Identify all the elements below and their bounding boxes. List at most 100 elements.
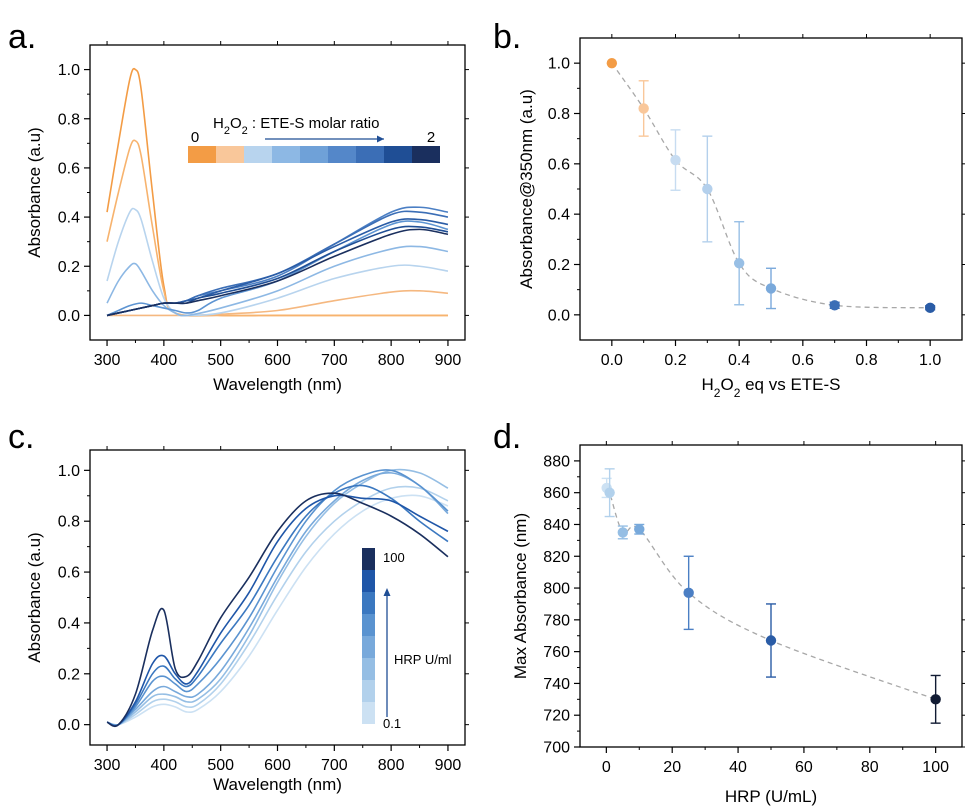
panel-d-xtick-label: 20 bbox=[663, 759, 681, 776]
panel-c-series-line-6 bbox=[106, 484, 449, 727]
panel-a-plot-frame bbox=[89, 44, 466, 341]
panel-a-series-line-6 bbox=[106, 220, 449, 317]
panel-c-series-line-7 bbox=[106, 494, 449, 727]
panel-b-data-point-3 bbox=[670, 154, 681, 166]
panel-a-legend-swatch-1 bbox=[188, 146, 216, 163]
panel-a-legend-title-part: H bbox=[213, 115, 224, 132]
panel-a-legend-title-part: : ETE-S molar ratio bbox=[248, 115, 380, 132]
panel-d-xtick-label: 40 bbox=[729, 759, 747, 776]
panel-b-ytick-label: 0.8 bbox=[548, 106, 570, 123]
panel-c-letter: c. bbox=[8, 418, 34, 456]
panel-c-y-axis-title: Absorbance (a.u) bbox=[25, 532, 44, 662]
panel-d-chart: 0 20 40 60 80 100 700 720 740 760 780 800 820 840 860 8… bbox=[511, 441, 965, 806]
panel-c-series-line-1 bbox=[106, 494, 449, 726]
panel-a-series-line-2 bbox=[106, 139, 448, 317]
panel-a-series-line-5 bbox=[106, 245, 449, 317]
panel-b-xtick-label: 0.4 bbox=[728, 352, 750, 369]
panel-c-xtick-label: 500 bbox=[207, 757, 234, 774]
panel-a-legend-max-label: 2 bbox=[427, 129, 435, 146]
panel-c-legend-swatch-4 bbox=[362, 614, 375, 636]
panel-a-legend-swatch-8 bbox=[384, 146, 412, 163]
panel-a-y-axis-title: Absorbance (a.u) bbox=[25, 127, 44, 257]
panel-a-legend-swatch-4 bbox=[272, 146, 300, 163]
panel-b-xtick-label: 0.8 bbox=[855, 352, 877, 369]
panel-b-ytick-label: 0.0 bbox=[548, 307, 570, 324]
panel-d-data-point-3 bbox=[617, 527, 629, 538]
panel-d-ytick-label: 820 bbox=[543, 549, 570, 566]
panel-c-ytick-label: 0.6 bbox=[58, 565, 80, 582]
panel-d-xtick-label: 0 bbox=[602, 759, 611, 776]
panel-a-ytick-label: 0.0 bbox=[58, 308, 80, 325]
panel-d-data-point-4 bbox=[634, 524, 645, 535]
panel-b-data-point-2 bbox=[638, 103, 649, 114]
panel-a-xtick-label: 700 bbox=[321, 352, 348, 369]
panel-b-xtick-label: 1.0 bbox=[919, 352, 941, 369]
panel-a-xtick-label: 600 bbox=[264, 352, 291, 369]
panel-a-x-axis-title: Wavelength (nm) bbox=[213, 375, 342, 394]
panel-b-data-point-8 bbox=[924, 302, 936, 313]
panel-c-legend-swatch-5 bbox=[362, 636, 375, 658]
panel-d-ytick-label: 880 bbox=[543, 453, 570, 470]
panel-c-xtick-label: 300 bbox=[94, 757, 121, 774]
panel-c-legend-max-label: 100 bbox=[383, 550, 405, 565]
panel-a-ytick-label: 0.6 bbox=[58, 160, 80, 177]
panel-c-ytick-label: 0.2 bbox=[58, 666, 80, 683]
panel-b-ytick-label: 0.2 bbox=[548, 257, 570, 274]
panel-c-legend-swatch-1 bbox=[362, 548, 375, 570]
panel-d-y-axis-title: Max Absorbance (nm) bbox=[511, 513, 530, 679]
panel-b-xtick-label: 0.2 bbox=[664, 352, 686, 369]
panel-c-legend-swatch-7 bbox=[362, 680, 375, 702]
panel-d-ytick-label: 700 bbox=[543, 740, 570, 757]
panel-a-legend-swatch-9 bbox=[412, 146, 440, 163]
panel-a-legend-swatch-7 bbox=[356, 146, 384, 163]
panel-a-legend-title: H2O2 : ETE-S molar ratio bbox=[213, 115, 379, 137]
panel-c-series-line-8 bbox=[106, 492, 449, 728]
panel-c-ytick-label: 0.8 bbox=[58, 514, 80, 531]
panel-b-ytick-label: 1.0 bbox=[548, 56, 570, 73]
panel-c-series-line-4 bbox=[106, 471, 449, 727]
panel-c-legend-min-label: 0.1 bbox=[383, 716, 401, 731]
panel-a-legend-min-label: 0 bbox=[191, 129, 199, 146]
panel-a-ytick-label: 0.2 bbox=[58, 259, 80, 276]
panel-d-ytick-label: 780 bbox=[543, 612, 570, 629]
panel-b-data-point-5 bbox=[733, 258, 745, 269]
panel-c-series-line-3 bbox=[106, 468, 449, 726]
panel-d-xtick-label: 80 bbox=[861, 759, 879, 776]
panel-d-data-point-6 bbox=[765, 635, 777, 646]
panel-a-legend-swatch-3 bbox=[244, 146, 272, 163]
panel-d-ytick-label: 840 bbox=[543, 517, 570, 534]
panel-c-ytick-label: 0.4 bbox=[58, 615, 80, 632]
panel-a-legend-swatch-6 bbox=[328, 146, 356, 163]
panel-a-legend-arrow-head bbox=[377, 135, 384, 143]
panel-c-legend-arrow-head bbox=[383, 588, 391, 596]
panel-c-legend-swatch-6 bbox=[362, 658, 375, 680]
panel-c-xtick-label: 900 bbox=[435, 757, 462, 774]
panel-a-chart: 300 400 500 600 700 800 900 0.0 0.2 0.4 0.6 0.8 1.0 W… bbox=[25, 41, 469, 394]
panel-b-x-axis-title-part: O bbox=[720, 375, 733, 394]
panel-c-series-line-2 bbox=[106, 485, 449, 726]
panel-b-data-point-6 bbox=[765, 283, 777, 294]
panel-a-series-line-11 bbox=[106, 228, 449, 317]
panel-b-x-axis-title-subscript: 2 bbox=[734, 386, 741, 400]
panel-c-xtick-label: 800 bbox=[378, 757, 405, 774]
panel-d-xtick-label: 60 bbox=[795, 759, 813, 776]
panel-b-y-axis-title: Absorbance@350nm (a.u) bbox=[517, 89, 536, 289]
panel-d-ytick-label: 760 bbox=[543, 644, 570, 661]
panel-b-xtick-label: 0.0 bbox=[601, 352, 623, 369]
panel-a-legend-title-part: O bbox=[230, 115, 242, 132]
panel-c-xtick-label: 700 bbox=[321, 757, 348, 774]
panel-c-legend-swatch-8 bbox=[362, 702, 375, 724]
panel-a-xtick-label: 800 bbox=[378, 352, 405, 369]
panel-a-legend-title-subscript: 2 bbox=[242, 125, 248, 137]
panel-b-x-axis-title-part: eq vs ETE-S bbox=[740, 375, 840, 394]
panel-a-ytick-label: 1.0 bbox=[58, 62, 80, 79]
panel-a-series-line-3 bbox=[107, 289, 449, 317]
panel-c-x-axis-title: Wavelength (nm) bbox=[213, 775, 342, 794]
panel-d-ytick-label: 720 bbox=[543, 708, 570, 725]
panel-a-xtick-label: 400 bbox=[151, 352, 178, 369]
panel-c-ytick-label: 1.0 bbox=[58, 463, 80, 480]
panel-d-x-axis-title: HRP (U/mL) bbox=[725, 787, 817, 806]
panel-d-plot-frame bbox=[579, 444, 963, 748]
panel-a-legend-swatch-5 bbox=[300, 146, 328, 163]
